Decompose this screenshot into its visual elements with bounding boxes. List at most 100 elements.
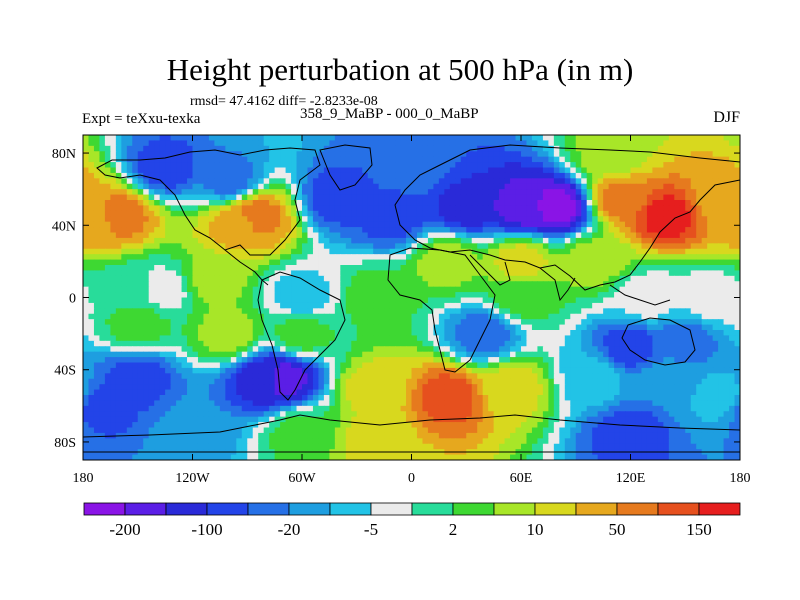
field-cell	[531, 216, 539, 223]
field-cell	[323, 270, 330, 277]
field-cell	[93, 145, 101, 152]
field-cell	[83, 302, 90, 309]
field-cell	[477, 330, 484, 337]
field-cell	[674, 297, 681, 304]
field-cell	[515, 172, 522, 179]
field-cell	[707, 254, 714, 261]
field-cell	[318, 156, 325, 163]
field-cell	[679, 183, 686, 190]
field-cell	[280, 254, 287, 261]
field-cell	[729, 232, 736, 239]
field-cell	[625, 140, 632, 147]
field-cell	[526, 313, 533, 320]
field-cell	[367, 167, 374, 174]
field-cell	[93, 313, 101, 320]
field-cell	[345, 189, 352, 196]
field-cell	[433, 189, 440, 196]
field-cell	[214, 319, 221, 326]
field-cell	[340, 183, 347, 190]
field-cell	[685, 183, 692, 190]
field-cell	[712, 145, 719, 152]
field-cell	[663, 340, 670, 347]
field-cell	[378, 221, 385, 228]
field-cell	[455, 265, 462, 272]
field-cell	[734, 313, 740, 320]
field-cell	[252, 292, 259, 299]
field-cell	[597, 286, 604, 293]
field-cell	[427, 308, 434, 315]
field-cell	[395, 319, 402, 326]
field-cell	[674, 227, 681, 234]
field-cell	[515, 313, 522, 320]
field-cell	[154, 205, 161, 212]
field-cell	[723, 156, 730, 163]
field-cell	[712, 167, 719, 174]
field-cell	[592, 324, 599, 331]
field-cell	[126, 145, 133, 152]
field-cell	[679, 162, 686, 169]
field-cell	[384, 324, 391, 331]
field-cell	[291, 172, 298, 179]
field-cell	[307, 335, 314, 342]
field-cell	[652, 270, 659, 277]
field-cell	[88, 172, 95, 179]
field-cell	[455, 270, 462, 277]
field-cell	[83, 265, 90, 272]
field-cell	[537, 319, 544, 326]
field-cell	[679, 156, 686, 163]
field-cell	[362, 237, 369, 244]
field-cell	[269, 189, 276, 196]
field-cell	[625, 167, 632, 174]
field-cell	[537, 183, 544, 190]
field-cell	[493, 302, 500, 309]
field-cell	[422, 324, 429, 331]
field-cell	[723, 172, 730, 179]
field-cell	[515, 270, 522, 277]
field-cell	[630, 205, 637, 212]
field-cell	[646, 216, 653, 223]
field-cell	[291, 243, 298, 250]
field-cell	[477, 210, 484, 217]
field-cell	[553, 324, 560, 331]
field-cell	[625, 254, 632, 261]
field-cell	[362, 351, 369, 358]
field-cell	[143, 216, 150, 223]
field-cell	[427, 351, 434, 358]
field-cell	[603, 243, 610, 250]
field-cell	[444, 286, 451, 293]
field-cell	[597, 156, 604, 163]
field-cell	[416, 135, 424, 142]
field-cell	[329, 275, 336, 282]
field-cell	[148, 210, 155, 217]
field-cell	[115, 172, 122, 179]
field-cell	[548, 135, 555, 142]
field-cell	[323, 172, 330, 179]
field-cell	[625, 313, 632, 320]
field-cell	[378, 232, 385, 239]
field-cell	[236, 275, 243, 282]
field-cell	[302, 259, 309, 266]
field-cell	[269, 140, 276, 147]
field-cell	[170, 270, 177, 277]
field-cell	[657, 248, 664, 255]
field-cell	[285, 172, 292, 179]
field-cell	[252, 324, 259, 331]
field-cell	[148, 335, 155, 342]
field-cell	[553, 151, 560, 158]
field-cell	[296, 189, 303, 196]
field-cell	[663, 297, 670, 304]
field-cell	[137, 172, 144, 179]
field-cell	[559, 351, 566, 358]
field-cell	[104, 330, 111, 337]
field-cell	[395, 335, 402, 342]
field-cell	[148, 351, 155, 358]
field-cell	[121, 297, 128, 304]
field-cell	[104, 194, 111, 201]
field-cell	[137, 194, 144, 201]
field-cell	[564, 324, 571, 331]
field-cell	[575, 270, 582, 277]
field-cell	[104, 243, 111, 250]
field-cell	[422, 357, 429, 364]
field-cell	[586, 340, 593, 347]
field-cell	[203, 135, 210, 142]
